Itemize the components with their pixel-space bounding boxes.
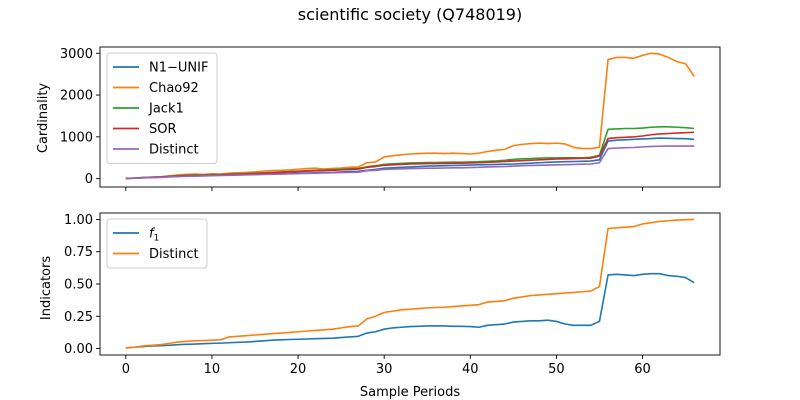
y-tick-label-0-1: 1000 xyxy=(60,130,93,145)
indicators-panel: Indicators Sample Periods 0 10 20 30 40 50 60 0… xyxy=(39,212,721,400)
series-line-1-1 xyxy=(125,218,695,349)
legend-label-0-3: SOR xyxy=(149,122,177,137)
legend-box-1 xyxy=(106,218,208,269)
legend-label-1-1: Distinct xyxy=(149,247,199,262)
y-tick-label-0-2: 2000 xyxy=(60,89,93,104)
x-tick-label-1-3: 30 xyxy=(376,362,393,377)
x-axis-label: Sample Periods xyxy=(360,385,460,400)
y-tick-label-0-3: 3000 xyxy=(60,47,93,62)
x-tick-label-1-2: 20 xyxy=(290,362,307,377)
y-tick-label-1-0: 0.00 xyxy=(64,342,93,357)
cardinality-panel: Cardinality 0 1000 2000 3000 N1−UNIF Chao92 Ja… xyxy=(36,46,721,191)
legend-label-1-0: f1 xyxy=(149,227,159,244)
legend-label-0-4: Distinct xyxy=(149,143,199,158)
legend-label-0-0: N1−UNIF xyxy=(149,61,208,76)
x-tick-label-1-6: 60 xyxy=(634,362,651,377)
indicators-ylabel: Indicators xyxy=(39,256,54,320)
legend-box-0 xyxy=(106,52,218,164)
y-tick-label-1-2: 0.50 xyxy=(64,278,93,293)
chart-title: scientific society (Q748019) xyxy=(298,5,522,24)
legend-label-0-1: Chao92 xyxy=(149,81,199,96)
series-line-1-0 xyxy=(125,272,695,349)
x-tick-label-1-0: 0 xyxy=(122,362,130,377)
x-tick-label-1-1: 10 xyxy=(204,362,221,377)
y-tick-label-1-3: 0.75 xyxy=(64,245,93,260)
axes-frame-0 xyxy=(99,46,721,188)
cardinality-ylabel: Cardinality xyxy=(36,83,51,154)
x-tick-label-1-4: 40 xyxy=(462,362,479,377)
y-tick-label-1-1: 0.25 xyxy=(64,310,93,325)
x-tick-label-1-5: 50 xyxy=(548,362,565,377)
y-tick-label-1-4: 1.00 xyxy=(64,213,93,228)
legend-label-0-2: Jack1 xyxy=(148,102,184,117)
series-line-0-4 xyxy=(125,145,695,180)
y-tick-label-0-0: 0 xyxy=(85,172,93,187)
